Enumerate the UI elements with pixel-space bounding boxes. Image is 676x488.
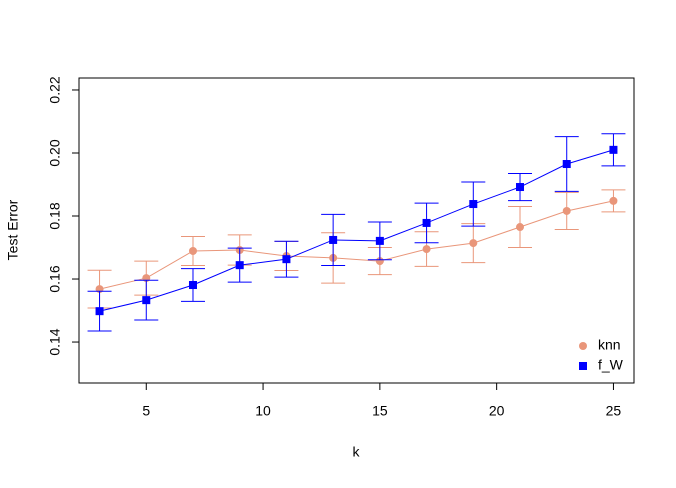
data-point (562, 206, 571, 215)
data-point (516, 183, 525, 192)
data-point (188, 281, 197, 290)
legend-label: f_W (598, 357, 624, 373)
legend-label: knn (598, 337, 621, 353)
y-tick-label: 0.18 (47, 202, 63, 229)
data-point (609, 145, 618, 154)
x-tick-label: 25 (606, 403, 622, 419)
data-point (469, 239, 478, 248)
legend-marker (579, 362, 587, 370)
data-point (422, 218, 431, 227)
x-tick-label: 15 (372, 403, 388, 419)
data-point (188, 246, 197, 255)
x-tick-label: 20 (489, 403, 505, 419)
data-point (235, 261, 244, 270)
x-axis-label: k (353, 444, 361, 460)
series-line (99, 200, 614, 290)
data-point (375, 236, 384, 245)
legend-marker (579, 342, 587, 350)
data-point (562, 160, 571, 169)
y-tick-label: 0.16 (47, 265, 63, 292)
y-tick-label: 0.22 (47, 76, 63, 103)
x-tick-label: 10 (255, 403, 271, 419)
series-line (99, 149, 614, 312)
y-tick-label: 0.20 (47, 139, 63, 166)
data-point (422, 245, 431, 254)
data-point (142, 296, 151, 305)
data-point (375, 257, 384, 266)
y-tick-label: 0.14 (47, 328, 63, 355)
data-point (469, 200, 478, 209)
plot-box (78, 77, 635, 384)
x-tick-label: 5 (142, 403, 150, 419)
data-point (609, 196, 618, 205)
data-point (329, 235, 338, 244)
data-point (282, 255, 291, 264)
data-point (95, 307, 104, 316)
y-axis-label: Test Error (5, 199, 21, 260)
data-point (516, 223, 525, 232)
